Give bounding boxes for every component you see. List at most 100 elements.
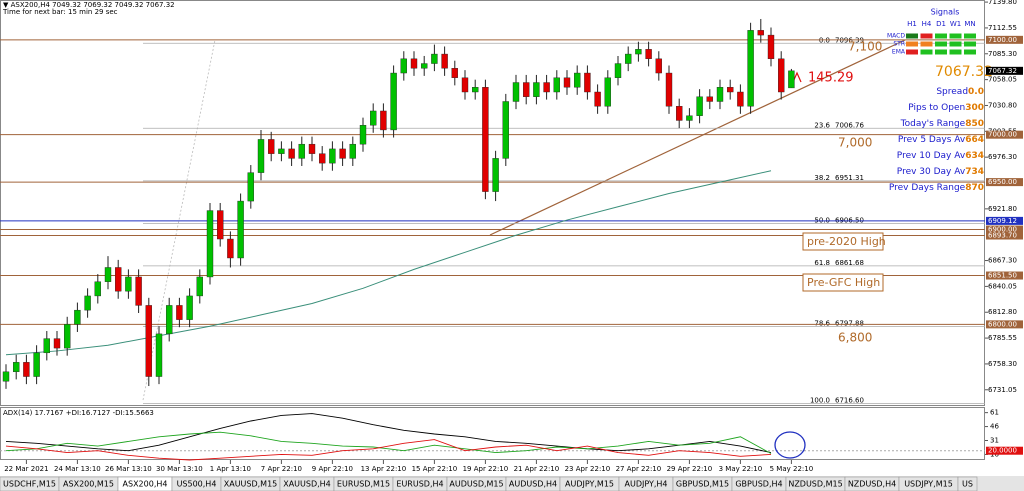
tab-label: US500,H4 xyxy=(177,480,217,489)
info-value: 870 xyxy=(965,183,984,193)
fib-ratio: 50.0 xyxy=(814,216,830,224)
info-value: 634 xyxy=(965,151,984,161)
candle-body xyxy=(329,148,336,164)
candle-body xyxy=(104,267,112,282)
level-label: 6800.00 xyxy=(988,320,1017,328)
annotation-box xyxy=(802,273,884,292)
annotation-box xyxy=(802,232,884,251)
candle-body xyxy=(216,210,224,240)
y-tick-label: 6812.80 xyxy=(988,308,1017,316)
tab[interactable]: US xyxy=(957,476,978,491)
candle-body xyxy=(370,110,377,126)
candle-body xyxy=(84,295,91,311)
candle-body xyxy=(737,91,744,107)
x-tick-label: 22 Mar 2021 xyxy=(4,465,48,473)
info-line: Prev 5 Days Av664 xyxy=(898,135,984,145)
candle-body xyxy=(349,143,356,159)
change-label: 145.29 xyxy=(808,71,854,86)
candle-body xyxy=(543,82,550,93)
tab[interactable]: NZDUSD,H4 xyxy=(844,476,900,491)
signal-cell xyxy=(964,41,976,47)
candle-body xyxy=(635,49,642,55)
fib-anchor-line xyxy=(142,39,216,401)
candle-body xyxy=(94,281,102,297)
candle-body xyxy=(319,153,326,164)
candle-body xyxy=(482,87,489,192)
tab[interactable]: AUDUSD,M15 xyxy=(446,476,507,491)
adx-level-box xyxy=(986,446,1023,455)
current-price-big: 7067.32 xyxy=(935,64,993,80)
tab[interactable]: ASX200,M15 xyxy=(58,476,119,491)
adx-level-label: 20.0000 xyxy=(988,447,1017,455)
tab[interactable]: AUDUSD,H4 xyxy=(505,476,561,491)
tab-label: US xyxy=(962,480,973,489)
candle-body xyxy=(257,139,265,173)
y-tick-label: 6731.05 xyxy=(988,386,1017,394)
tab[interactable]: XAUUSD,H4 xyxy=(279,476,335,491)
y-tick-label: 7058.05 xyxy=(988,76,1017,84)
candle-body xyxy=(421,63,428,69)
signal-column: W1 xyxy=(950,20,961,28)
candle-body xyxy=(298,143,305,159)
level-label: 6909.12 xyxy=(988,217,1017,225)
candle-body xyxy=(533,82,540,97)
candle-body xyxy=(706,96,713,102)
tab-bg xyxy=(957,476,978,491)
trend-line xyxy=(489,39,906,236)
candle-body xyxy=(461,77,469,93)
candle-body xyxy=(278,148,285,154)
tab[interactable]: EURUSD,H4 xyxy=(392,476,448,491)
candle-body xyxy=(63,324,71,349)
candle-body xyxy=(288,148,295,159)
main-pane-frame xyxy=(0,0,985,406)
y-tick-label: 6785.55 xyxy=(988,334,1017,342)
candle-body xyxy=(441,53,448,69)
info-label: Today's Range xyxy=(900,119,966,129)
tab[interactable]: USDCHF,M15 xyxy=(0,476,60,491)
info-label: Spread xyxy=(936,87,968,97)
tab-label: EURUSD,H4 xyxy=(396,480,443,489)
tab[interactable]: GBPUSD,M15 xyxy=(672,476,733,491)
fib-value: 6861.68 xyxy=(835,259,864,267)
tab[interactable]: ASX200,H4 xyxy=(117,476,173,491)
fib-value: 6951.31 xyxy=(835,174,864,182)
candle-body xyxy=(23,362,30,377)
signal-cell xyxy=(920,49,933,55)
adx-tick-label: 61 xyxy=(990,409,999,417)
candle-body xyxy=(308,143,316,154)
signal-cell xyxy=(906,33,918,39)
tab[interactable]: AUDJPY,H4 xyxy=(618,476,674,491)
candle-body xyxy=(43,338,50,354)
signal-row: STR xyxy=(893,41,905,48)
fib-ratio: 38.2 xyxy=(814,174,830,182)
candle-body xyxy=(227,238,234,259)
signal-column: MN xyxy=(964,20,975,28)
candle-body xyxy=(594,91,601,107)
tab-label: ASX200,H4 xyxy=(123,480,168,489)
tab-label: AUDJPY,H4 xyxy=(624,480,667,489)
candle-body xyxy=(686,115,693,121)
tab[interactable]: AUDJPY,M15 xyxy=(559,476,620,491)
tab-label: AUDUSD,H4 xyxy=(509,480,557,489)
candle-body xyxy=(676,106,683,121)
tab[interactable]: NZDUSD,M15 xyxy=(785,476,846,491)
tab[interactable]: USDJPY,M15 xyxy=(898,476,959,491)
signal-cell xyxy=(935,41,947,47)
tab[interactable]: EURUSD,M15 xyxy=(333,476,394,491)
tab[interactable]: XAUUSD,M15 xyxy=(220,476,281,491)
candle-body xyxy=(431,53,438,64)
x-tick-label: 23 Apr 22:10 xyxy=(565,465,611,473)
fib-ratio: 61.8 xyxy=(814,259,830,267)
fib-ratio: 78.6 xyxy=(814,319,830,327)
candle-body xyxy=(604,77,611,107)
tab-label: NZDUSD,M15 xyxy=(788,480,842,489)
tab-label: NZDUSD,H4 xyxy=(848,480,896,489)
adx-line xyxy=(5,413,772,454)
tab[interactable]: US500,H4 xyxy=(171,476,222,491)
signal-cell xyxy=(949,41,962,47)
x-tick-label: 15 Apr 22:10 xyxy=(412,465,458,473)
x-tick-label: 29 Apr 22:10 xyxy=(667,465,713,473)
candle-body xyxy=(237,200,244,259)
header-timer: Time for next bar: 15 min 29 sec xyxy=(2,8,118,16)
tab[interactable]: GBPUSD,H4 xyxy=(731,476,787,491)
